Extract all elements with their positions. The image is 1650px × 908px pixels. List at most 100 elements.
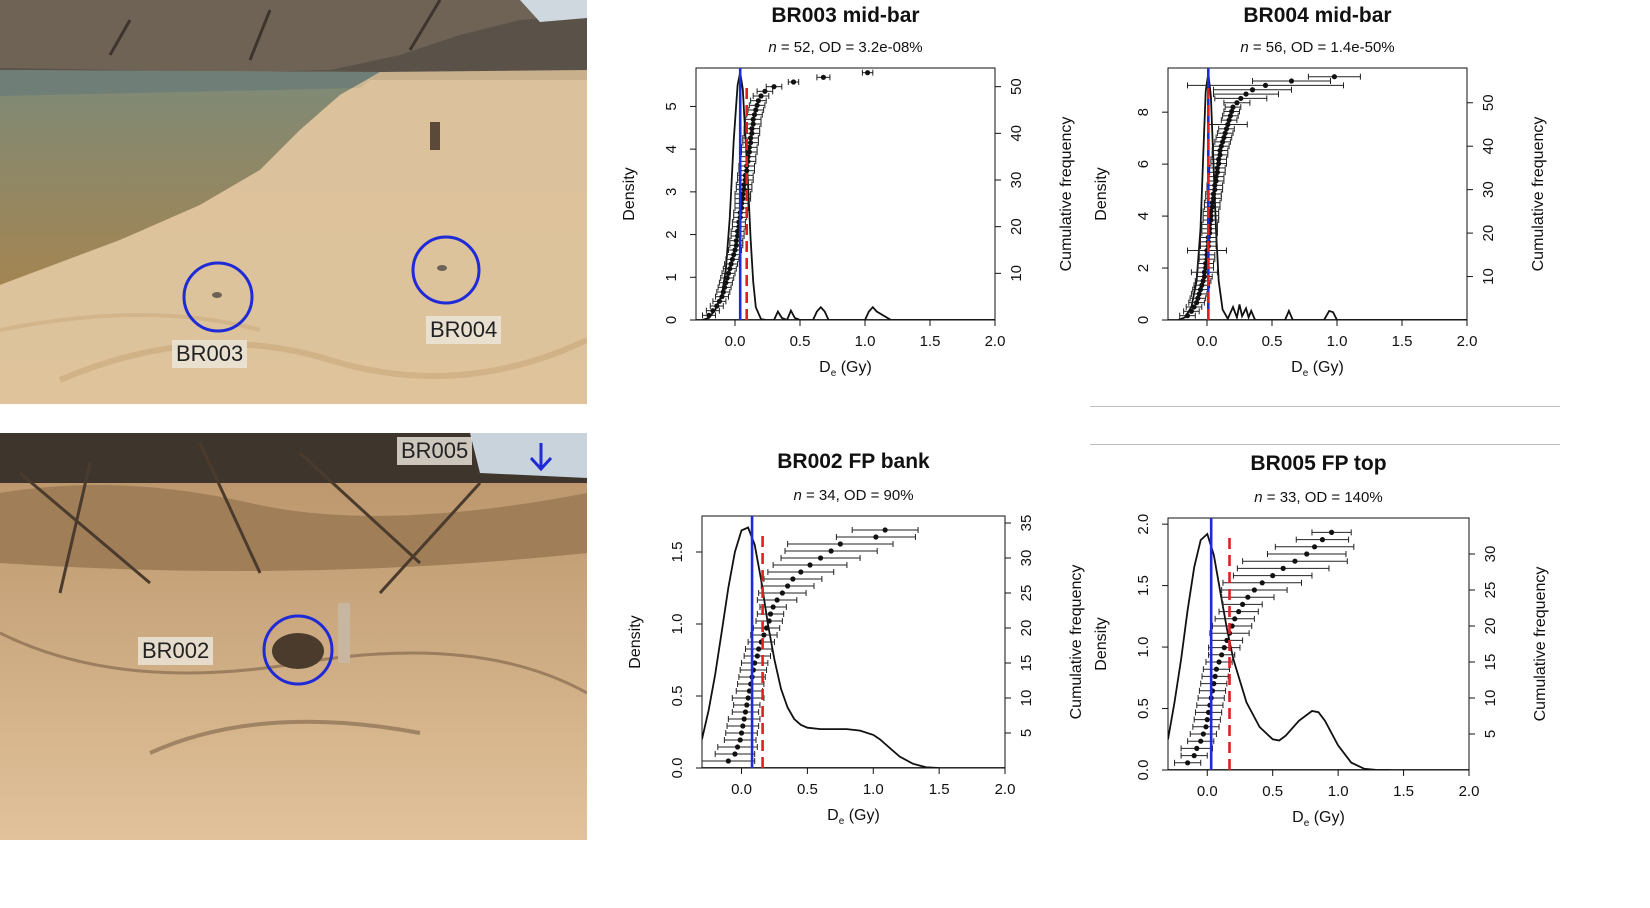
data-point <box>1216 156 1222 162</box>
data-point <box>779 590 785 596</box>
data-point <box>749 126 755 132</box>
data-point <box>722 284 728 290</box>
data-point <box>873 534 879 540</box>
data-point <box>1222 130 1228 136</box>
y-tick-label: 4 <box>663 145 680 153</box>
data-point <box>761 632 767 638</box>
y2-tick-label: 10 <box>1480 268 1497 285</box>
data-point <box>737 737 743 743</box>
data-point <box>1200 731 1206 737</box>
floodplain-scene <box>0 433 587 840</box>
data-point <box>754 102 760 108</box>
x-axis-label-main: D <box>1292 809 1304 826</box>
data-point <box>785 583 791 589</box>
x-tick-label: 1.5 <box>929 781 950 798</box>
br004-circle <box>411 235 481 305</box>
data-point <box>1280 565 1286 571</box>
y2-tick-label: 35 <box>1018 515 1035 532</box>
data-point <box>1213 174 1219 180</box>
x-axis-label: De (Gy) <box>827 807 880 827</box>
data-point <box>710 308 716 314</box>
data-point <box>1245 594 1251 600</box>
x-tick-label: 0.5 <box>790 333 811 350</box>
data-point <box>728 261 734 267</box>
y2-axis-label: Cumulative frequency <box>1530 117 1547 272</box>
photo-mid-bar: BR003 BR004 <box>0 0 587 404</box>
subtitle-n: n <box>768 39 776 56</box>
data-point <box>719 294 725 300</box>
data-point <box>790 79 797 85</box>
x-axis-label-main: D <box>827 807 839 824</box>
data-point <box>1184 313 1191 319</box>
data-point <box>865 70 871 76</box>
y2-axis-label: Cumulative frequency <box>1068 565 1085 720</box>
chart-subtitle: n = 34, OD = 90% <box>793 487 913 504</box>
data-point <box>732 247 738 253</box>
data-point <box>750 116 756 122</box>
y-tick-label: 1.5 <box>669 542 686 563</box>
y-tick-label: 0.0 <box>669 758 686 779</box>
data-point <box>1223 126 1230 132</box>
label-br002: BR002 <box>138 637 214 665</box>
data-point <box>1195 295 1201 301</box>
y-tick-label: 0 <box>1135 316 1152 324</box>
data-point <box>1319 537 1326 543</box>
data-point <box>746 688 753 694</box>
y2-axis-label: Cumulative frequency <box>1058 117 1075 272</box>
data-point <box>837 541 843 547</box>
data-point <box>770 604 776 610</box>
x-tick-label: 1.0 <box>1328 783 1349 800</box>
data-point <box>1196 291 1202 297</box>
separator-bottom <box>1090 444 1560 445</box>
data-point <box>1270 573 1276 579</box>
data-point <box>1201 269 1207 275</box>
chart-subtitle: n = 56, OD = 1.4e-50% <box>1240 39 1394 56</box>
x-tick-label: 1.0 <box>1327 333 1348 350</box>
data-point <box>1239 601 1246 607</box>
data-point <box>727 266 733 272</box>
chart-title: BR005 FP top <box>1250 452 1386 475</box>
subtitle-n: n <box>1254 489 1262 506</box>
y-tick-label: 0.5 <box>1135 698 1152 719</box>
data-point <box>1229 623 1235 629</box>
y2-tick-label: 10 <box>1008 265 1025 282</box>
data-point <box>1218 143 1224 149</box>
data-point <box>746 144 752 150</box>
subtitle-stats: = 34, OD = 90% <box>802 487 914 504</box>
y-tick-label: 6 <box>1135 160 1152 168</box>
y2-tick-label: 10 <box>1482 690 1499 707</box>
x-axis-label-sub: e <box>831 368 837 379</box>
x-tick-label: 0.0 <box>731 781 752 798</box>
data-point <box>714 303 720 309</box>
y-tick-label: 8 <box>1135 108 1152 116</box>
x-axis-label-unit: (Gy) <box>836 359 872 376</box>
y2-tick-label: 20 <box>1480 225 1497 242</box>
data-point <box>1214 165 1220 171</box>
data-point <box>1204 717 1210 723</box>
data-point <box>1251 587 1257 593</box>
data-point <box>798 569 804 575</box>
data-point <box>1197 286 1204 293</box>
data-point <box>1210 195 1217 201</box>
x-axis-label-unit: (Gy) <box>844 807 880 824</box>
data-point <box>882 527 888 533</box>
y-tick-label: 1 <box>663 273 680 281</box>
chart-subtitle: n = 33, OD = 140% <box>1254 489 1382 506</box>
label-br005: BR005 <box>397 437 473 465</box>
label-br003: BR003 <box>172 340 248 368</box>
y-tick-label: 3 <box>663 188 680 196</box>
data-point <box>767 611 774 617</box>
y2-tick-label: 20 <box>1482 618 1499 635</box>
data-point <box>1217 152 1223 158</box>
data-point <box>1212 182 1218 188</box>
data-point <box>720 289 726 295</box>
data-point <box>740 196 746 202</box>
y-tick-label: 0 <box>663 316 680 324</box>
data-point <box>774 597 780 603</box>
y2-axis-label: Cumulative frequency <box>1532 567 1549 722</box>
y-axis-label: Density <box>621 167 638 220</box>
data-point <box>1208 217 1214 223</box>
data-point <box>771 84 777 90</box>
data-point <box>746 149 752 155</box>
data-point <box>1292 558 1298 564</box>
